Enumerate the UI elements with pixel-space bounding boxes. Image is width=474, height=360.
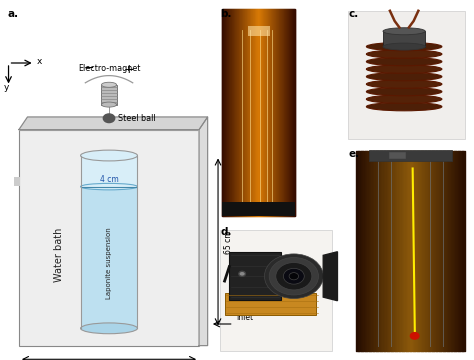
Bar <box>356 151 465 351</box>
Text: x: x <box>37 57 42 66</box>
Ellipse shape <box>366 103 442 111</box>
Ellipse shape <box>366 80 442 88</box>
Text: −: − <box>84 62 94 75</box>
Bar <box>101 85 117 104</box>
Bar <box>229 252 281 300</box>
Text: Steel ball: Steel ball <box>118 114 155 123</box>
Bar <box>19 130 199 346</box>
Ellipse shape <box>366 87 442 96</box>
Bar <box>369 150 452 161</box>
Bar <box>247 26 270 36</box>
Polygon shape <box>199 117 208 346</box>
Circle shape <box>276 262 312 290</box>
Ellipse shape <box>383 28 425 35</box>
Text: c.: c. <box>348 9 359 19</box>
Text: +: + <box>124 63 134 76</box>
Ellipse shape <box>366 50 442 58</box>
Bar <box>81 156 137 186</box>
Text: Water bath: Water bath <box>54 228 64 282</box>
Circle shape <box>410 333 419 339</box>
Text: Laponite suspension: Laponite suspension <box>106 228 112 300</box>
Polygon shape <box>19 117 208 130</box>
Ellipse shape <box>81 183 137 190</box>
Bar <box>14 177 20 186</box>
Bar <box>222 9 295 216</box>
Circle shape <box>289 273 299 280</box>
Circle shape <box>264 254 323 298</box>
Ellipse shape <box>366 95 442 103</box>
Ellipse shape <box>101 82 117 87</box>
Circle shape <box>269 257 319 295</box>
Bar <box>225 293 316 315</box>
Text: d.: d. <box>220 227 232 237</box>
Bar <box>81 156 137 328</box>
Text: Inlet: Inlet <box>236 313 253 322</box>
Text: 65 cm: 65 cm <box>224 230 233 254</box>
Bar <box>222 202 295 216</box>
Text: y: y <box>3 83 9 92</box>
Circle shape <box>239 271 246 276</box>
Text: 4 cm: 4 cm <box>100 175 118 184</box>
Ellipse shape <box>366 58 442 66</box>
Bar <box>389 152 405 158</box>
Ellipse shape <box>366 65 442 73</box>
Ellipse shape <box>81 323 137 334</box>
Ellipse shape <box>101 102 117 107</box>
Polygon shape <box>323 252 337 301</box>
Text: a.: a. <box>7 9 18 19</box>
Circle shape <box>103 114 115 122</box>
Ellipse shape <box>383 43 425 50</box>
Ellipse shape <box>366 42 442 51</box>
Ellipse shape <box>366 72 442 81</box>
Bar <box>383 31 425 46</box>
Bar <box>220 230 332 351</box>
Ellipse shape <box>81 150 137 161</box>
Text: Electro-magnet: Electro-magnet <box>78 64 140 73</box>
Bar <box>348 11 465 139</box>
Text: e.: e. <box>348 149 359 159</box>
Circle shape <box>283 268 304 284</box>
Text: b.: b. <box>220 9 232 19</box>
